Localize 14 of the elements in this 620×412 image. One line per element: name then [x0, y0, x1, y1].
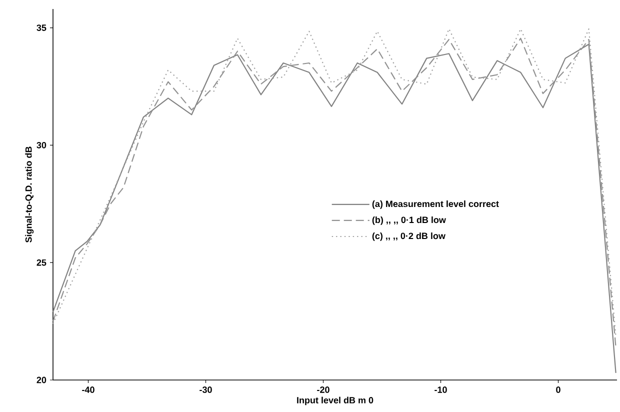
y-tick-label: 20 [36, 376, 46, 384]
y-tick-label: 25 [36, 259, 46, 266]
legend-label: (a) Measurement level correct [372, 200, 499, 209]
x-tick-label: -20 [317, 386, 330, 393]
x-tick-label: -40 [82, 386, 94, 393]
x-tick-label: 0 [556, 386, 560, 393]
legend-label: (c) ,, ,, 0·2 dB low [372, 232, 446, 241]
x-axis-title: Input level dB m 0 [297, 396, 374, 406]
y-tick-label: 30 [36, 142, 46, 148]
legend-label: (b) ,, ,, 0·1 dB low [372, 216, 446, 225]
x-tick-label: -30 [200, 386, 212, 393]
y-tick-label: 35 [36, 24, 46, 31]
y-axis-title: Signal-to-Q.D. ratio dB [25, 146, 34, 242]
x-tick-label: -10 [434, 386, 447, 393]
